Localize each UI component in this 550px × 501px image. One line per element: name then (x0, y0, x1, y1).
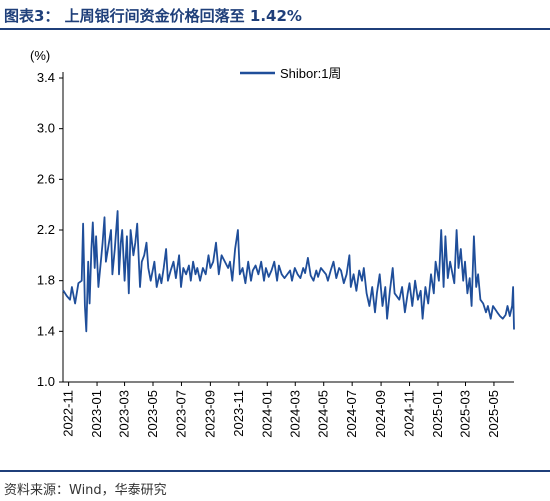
axes: (%) (30, 48, 514, 383)
x-tick-label: 2023-11 (231, 390, 246, 437)
x-tick-label: 2025-05 (486, 390, 501, 438)
x-tick-label: 2023-07 (173, 390, 188, 438)
chart-title: 图表3： 上周银行间资金价格回落至 1.42% (4, 7, 302, 25)
y-axis-unit: (%) (30, 48, 50, 63)
header-bar: 图表3： 上周银行间资金价格回落至 1.42% (0, 0, 550, 30)
x-tick-label: 2024-05 (316, 390, 331, 438)
series-layer (62, 210, 515, 333)
x-tick-label: 2023-09 (202, 390, 217, 438)
x-tick-label: 2024-03 (287, 390, 302, 438)
x-tick-label: 2024-01 (259, 390, 274, 438)
x-tick-label: 2023-03 (117, 390, 132, 438)
y-tick-label: 2.6 (37, 171, 55, 186)
legend: Shibor:1周 (240, 66, 341, 81)
x-tick-label: 2023-01 (89, 390, 104, 438)
series-line-shibor-1w (62, 210, 515, 333)
y-tick-label: 3.0 (37, 121, 55, 136)
footer-bar: 资料来源：Wind，华泰研究 (0, 470, 550, 501)
y-axis-ticks: 1.0 1.4 1.8 2.2 2.6 3.0 3.4 (37, 70, 63, 389)
y-tick-label: 1.8 (37, 273, 55, 288)
x-tick-label: 2025-03 (457, 390, 472, 438)
x-tick-label: 2023-05 (145, 390, 160, 438)
chart-area: (%) 1.0 1.4 1.8 2.2 2.6 3.0 3.4 2022-11 2023-01… (30, 48, 515, 438)
y-tick-label: 2.2 (37, 222, 55, 237)
source-note: 资料来源：Wind，华泰研究 (4, 483, 167, 498)
x-tick-label: 2024-09 (373, 390, 388, 438)
y-tick-label: 1.4 (37, 323, 55, 338)
x-axis-ticks: 2022-11 2023-01 2023-03 2023-05 2023-07 2023-… (61, 382, 501, 438)
y-tick-label: 3.4 (37, 70, 55, 85)
x-tick-label: 2024-07 (344, 390, 359, 438)
legend-label: Shibor:1周 (280, 66, 341, 81)
y-tick-label: 1.0 (37, 374, 55, 389)
x-tick-label: 2022-11 (61, 390, 76, 437)
x-tick-label: 2024-11 (402, 390, 417, 437)
x-tick-label: 2025-01 (430, 390, 445, 438)
